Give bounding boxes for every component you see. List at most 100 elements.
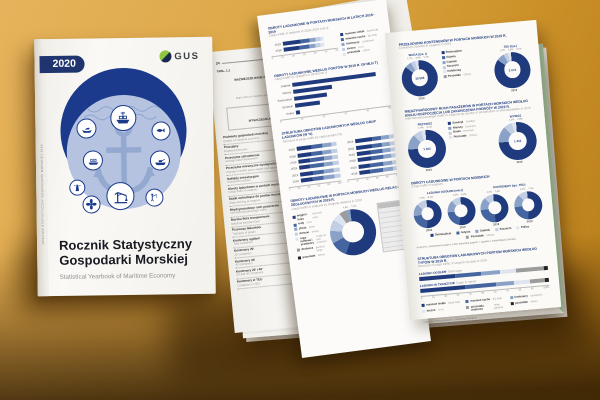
bar-label: 2019 (350, 165, 357, 170)
bar-segment (371, 142, 383, 148)
axis-tick: 90 (530, 287, 534, 291)
donut-callout: 5,3% (419, 197, 425, 200)
donut-year-label: 2018 (493, 222, 500, 227)
legend-swatch (430, 234, 434, 238)
bar-segment (311, 150, 323, 156)
donut-outbound: WYWÓZ 1,2% 2,8% 1 411 2019 (496, 113, 539, 166)
propeller-icon (82, 195, 101, 214)
legend-swatch (294, 232, 299, 237)
donut-callouts: 5,3% 8,1% (419, 196, 433, 199)
bar-label: 2018 (289, 153, 296, 159)
axis-tick: 30 (456, 293, 460, 298)
bar-segment (320, 42, 325, 48)
donut-year-label: 2018 (425, 228, 433, 233)
legend-label-en: liquid bulk (448, 300, 460, 305)
bar-label: 2019 (348, 152, 356, 158)
legend-label-en: Others (469, 133, 478, 138)
bar-segment (515, 265, 545, 273)
bar-segment (296, 145, 313, 152)
legend-item: pozostała drobnica other general (466, 303, 507, 313)
legend-label: kontenery (514, 293, 528, 299)
legend-swatch (340, 38, 345, 42)
bar-segment (333, 161, 340, 166)
bar-segment (330, 142, 337, 147)
bar-segment (298, 158, 311, 164)
axis-tick: 40 (307, 185, 311, 189)
donut-chart: TEU (tys.) 1,2% 2,3% 3,1% 3 074 2019 (492, 42, 532, 93)
bar-segment (331, 148, 338, 154)
legend-swatch (341, 42, 345, 47)
legend-swatch (296, 248, 301, 252)
bar-label: 2018 (290, 166, 298, 172)
bar-segment (332, 154, 339, 160)
axis-tick: 60 (493, 290, 497, 294)
legend-label-en: others (362, 49, 371, 53)
donut-callout: 8,3% (461, 193, 467, 196)
legend-item: Świnoujście (430, 231, 452, 238)
legend-swatch (443, 75, 447, 79)
bar-segment (295, 109, 301, 115)
axis-tick: 20 (444, 294, 448, 299)
legend-label-en: dry bulk (367, 33, 378, 38)
axis-tick: 0 (347, 180, 350, 184)
bar-segment (299, 170, 314, 177)
bar-segment (500, 268, 516, 275)
donut-year-label: 2019 (425, 168, 432, 173)
bar-segment (323, 168, 334, 174)
bar-label: Szczecin (281, 104, 294, 110)
legend-label: Świnoujście (434, 231, 452, 237)
donut-hole (487, 200, 502, 215)
legend-label: pozostała drobnica (470, 303, 484, 313)
legend-swatch (448, 131, 452, 135)
bar-segment (495, 280, 515, 287)
legend-item: toczne ro-ro (422, 307, 463, 317)
donut-year-label: 2019 (459, 225, 466, 230)
axis-tick: 10 (300, 118, 304, 122)
legend-label: Pozostałe (470, 232, 485, 239)
legend-label-en: crude oil and products (315, 233, 327, 245)
axis-tick: 60 (335, 49, 339, 53)
donut (446, 195, 477, 227)
legend-swatch (442, 70, 446, 74)
axis-tick: 60 (375, 176, 379, 180)
bar-segment (323, 161, 334, 167)
ferry-icon (82, 150, 104, 171)
legend-swatch (441, 56, 445, 60)
bar-label: 2018 (347, 146, 355, 151)
legend-swatch (466, 235, 470, 239)
bar-segment (310, 162, 325, 169)
legend-label: masowe ciekłe (425, 300, 446, 307)
axis-tick: 40 (366, 109, 370, 113)
year-badge: 2020 (39, 55, 86, 74)
chart-section-traffic-years: OBROTY ŁADUNKOWE W PORTACH MORSKICH W LA… (268, 12, 384, 67)
donut-chart-relations: 4,8% 7,4% (327, 203, 379, 258)
donut-year-label: 2019 (511, 88, 518, 92)
bar-segment (322, 149, 332, 155)
donut-weight: WAGA (tys. t) 1,7% 3,0% 5,1% 19 505 2019 (400, 50, 440, 101)
donut-callout: 8,1% (427, 196, 434, 199)
legend-swatch (456, 231, 460, 236)
legend-label-en: Sweden (465, 119, 476, 124)
legend-label: masowe suche (470, 296, 491, 303)
bar-segment (480, 269, 501, 276)
donut-chart: WAGA (tys. t) 1,7% 3,0% 5,1% 19 505 2019 (400, 50, 440, 101)
legend-label: Gdynia (460, 229, 471, 235)
axis-tick: 0 (279, 120, 282, 125)
legend-item: pozostałe others (510, 299, 551, 309)
legend-swatch (422, 310, 426, 314)
legend-swatch (297, 256, 302, 260)
bar-segment (355, 143, 373, 150)
warship-icon (149, 150, 171, 171)
donut-center-value: 3 074 (508, 67, 517, 73)
bar-segment (543, 265, 548, 271)
donut-callouts: 4,4% 7,2% (520, 187, 534, 190)
legend-swatch (342, 47, 346, 51)
chart-legend: węgiel i koks coal and coke rudy ores zboże g… (292, 210, 329, 262)
donut-year-label: 2019 (516, 160, 523, 165)
bar-segment (357, 156, 372, 163)
legend-swatch (466, 306, 470, 310)
legend-label: Szczecin (499, 226, 512, 232)
gus-logo-icon (159, 50, 172, 63)
donut-chart: 4,4% 7,2% 2019 (513, 187, 544, 224)
donut-callout: 7,6% (494, 190, 501, 193)
